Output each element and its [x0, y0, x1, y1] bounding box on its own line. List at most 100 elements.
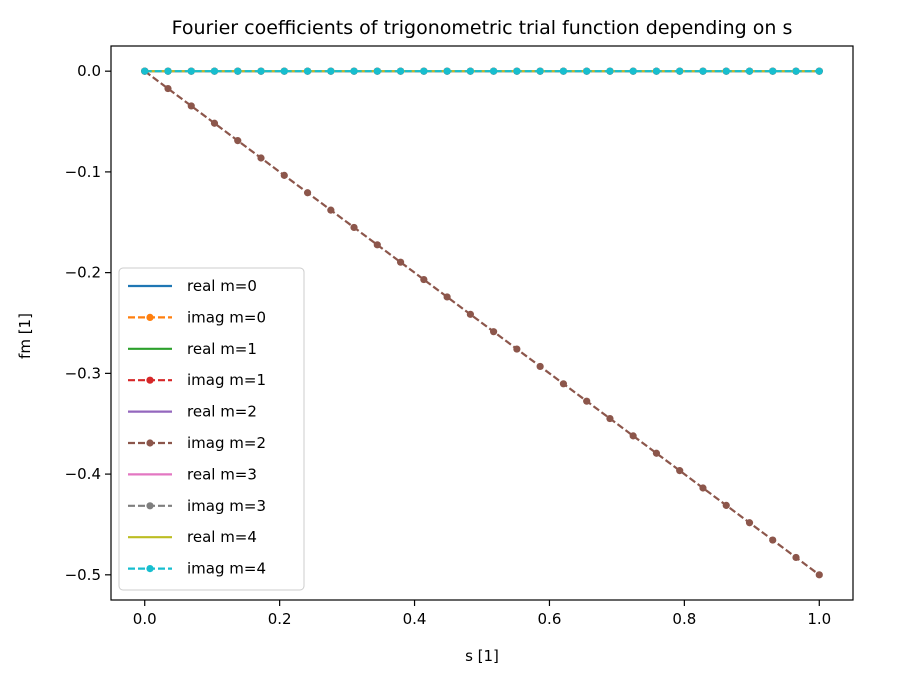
- chart-title: Fourier coefficients of trigonometric tr…: [172, 17, 793, 39]
- axes-frame: [110, 45, 854, 601]
- legend-entry: imag m=3: [128, 497, 266, 515]
- data-point: [280, 67, 288, 75]
- data-point: [280, 171, 288, 179]
- data-point: [234, 137, 242, 145]
- legend-entry: imag m=2: [128, 434, 266, 452]
- legend-entry: real m=3: [128, 465, 257, 483]
- data-point: [699, 67, 707, 75]
- data-point: [164, 84, 172, 93]
- data-point: [513, 345, 521, 353]
- data-point: [327, 206, 335, 214]
- data-point: [722, 501, 730, 509]
- x-tick-label: 0.6: [538, 610, 562, 628]
- legend-entry: imag m=0: [128, 308, 266, 326]
- data-point: [606, 414, 614, 423]
- series-imag-m-4: [141, 67, 823, 75]
- legend: real m=0 imag m=0 real m=1 imag m=1 real m=2…: [118, 267, 305, 591]
- legend-marker: [146, 502, 154, 510]
- legend-label: imag m=0: [187, 308, 266, 326]
- legend-entry: imag m=1: [128, 371, 266, 389]
- data-point: [676, 67, 684, 75]
- legend-marker: [146, 565, 154, 573]
- data-point: [769, 67, 777, 75]
- data-point: [513, 67, 521, 75]
- legend-entry: real m=0: [128, 277, 257, 295]
- data-point: [373, 67, 381, 75]
- y-tick-label: −0.1: [65, 163, 101, 181]
- x-tick-label: 0.4: [403, 610, 427, 628]
- legend-marker: [146, 313, 154, 321]
- y-tick-label: −0.3: [65, 364, 101, 382]
- data-point: [210, 119, 219, 127]
- data-point: [629, 432, 637, 440]
- data-point: [490, 67, 498, 75]
- data-point: [490, 328, 498, 336]
- series-line: [144, 70, 820, 576]
- legend-label: imag m=3: [187, 497, 266, 515]
- data-point: [420, 67, 428, 75]
- x-axis-label: s [1]: [465, 647, 499, 665]
- data-point: [815, 67, 823, 75]
- data-point: [652, 449, 661, 457]
- data-point: [420, 275, 428, 284]
- data-point: [745, 519, 754, 527]
- data-point: [234, 67, 242, 75]
- data-point: [699, 484, 707, 492]
- data-point: [792, 67, 800, 75]
- data-point: [303, 67, 312, 75]
- x-tick-label: 0.8: [672, 610, 696, 628]
- legend-label: imag m=4: [187, 560, 266, 578]
- data-point: [466, 310, 474, 318]
- legend-entry: real m=1: [128, 340, 257, 358]
- y-tick-label: 0.0: [77, 62, 101, 80]
- y-axis-label: fm [1]: [16, 313, 34, 359]
- data-point: [396, 67, 405, 75]
- data-point: [769, 536, 777, 544]
- series-imag-m-2: [141, 67, 823, 579]
- data-point: [536, 362, 544, 371]
- data-point: [327, 67, 335, 75]
- data-point: [536, 67, 544, 75]
- data-point: [559, 67, 568, 75]
- data-point: [164, 67, 172, 75]
- y-tick-label: −0.2: [65, 264, 101, 282]
- legend-marker: [146, 439, 154, 447]
- data-point: [350, 223, 358, 232]
- data-point: [583, 397, 591, 405]
- data-point: [141, 67, 149, 75]
- data-point: [350, 67, 358, 75]
- y-tick-label: −0.5: [65, 566, 101, 584]
- data-point: [606, 67, 614, 75]
- legend-entry: imag m=4: [128, 560, 266, 578]
- data-point: [257, 154, 265, 162]
- legend-label: imag m=1: [187, 371, 266, 389]
- x-tick-label: 0.2: [268, 610, 292, 628]
- legend-label: real m=1: [187, 340, 257, 358]
- data-point: [210, 67, 219, 75]
- data-point: [303, 189, 312, 197]
- data-point: [722, 67, 730, 75]
- legend-label: real m=3: [187, 465, 257, 483]
- data-point: [187, 102, 195, 110]
- data-point: [559, 380, 568, 388]
- data-point: [466, 67, 474, 75]
- data-point: [792, 553, 800, 562]
- x-tick-label: 1.0: [807, 610, 831, 628]
- legend-label: real m=0: [187, 277, 257, 295]
- legend-label: real m=2: [187, 403, 257, 421]
- legend-label: real m=4: [187, 528, 257, 546]
- data-point: [373, 241, 381, 249]
- data-point: [583, 67, 591, 75]
- data-point: [396, 258, 405, 266]
- data-point: [815, 571, 823, 579]
- x-tick-label: 0.0: [133, 610, 157, 628]
- data-point: [629, 67, 637, 75]
- data-point: [676, 467, 684, 475]
- y-tick-label: −0.4: [65, 465, 101, 483]
- data-point: [745, 67, 754, 75]
- data-point: [257, 67, 265, 75]
- legend-label: imag m=2: [187, 434, 266, 452]
- data-point: [652, 67, 661, 75]
